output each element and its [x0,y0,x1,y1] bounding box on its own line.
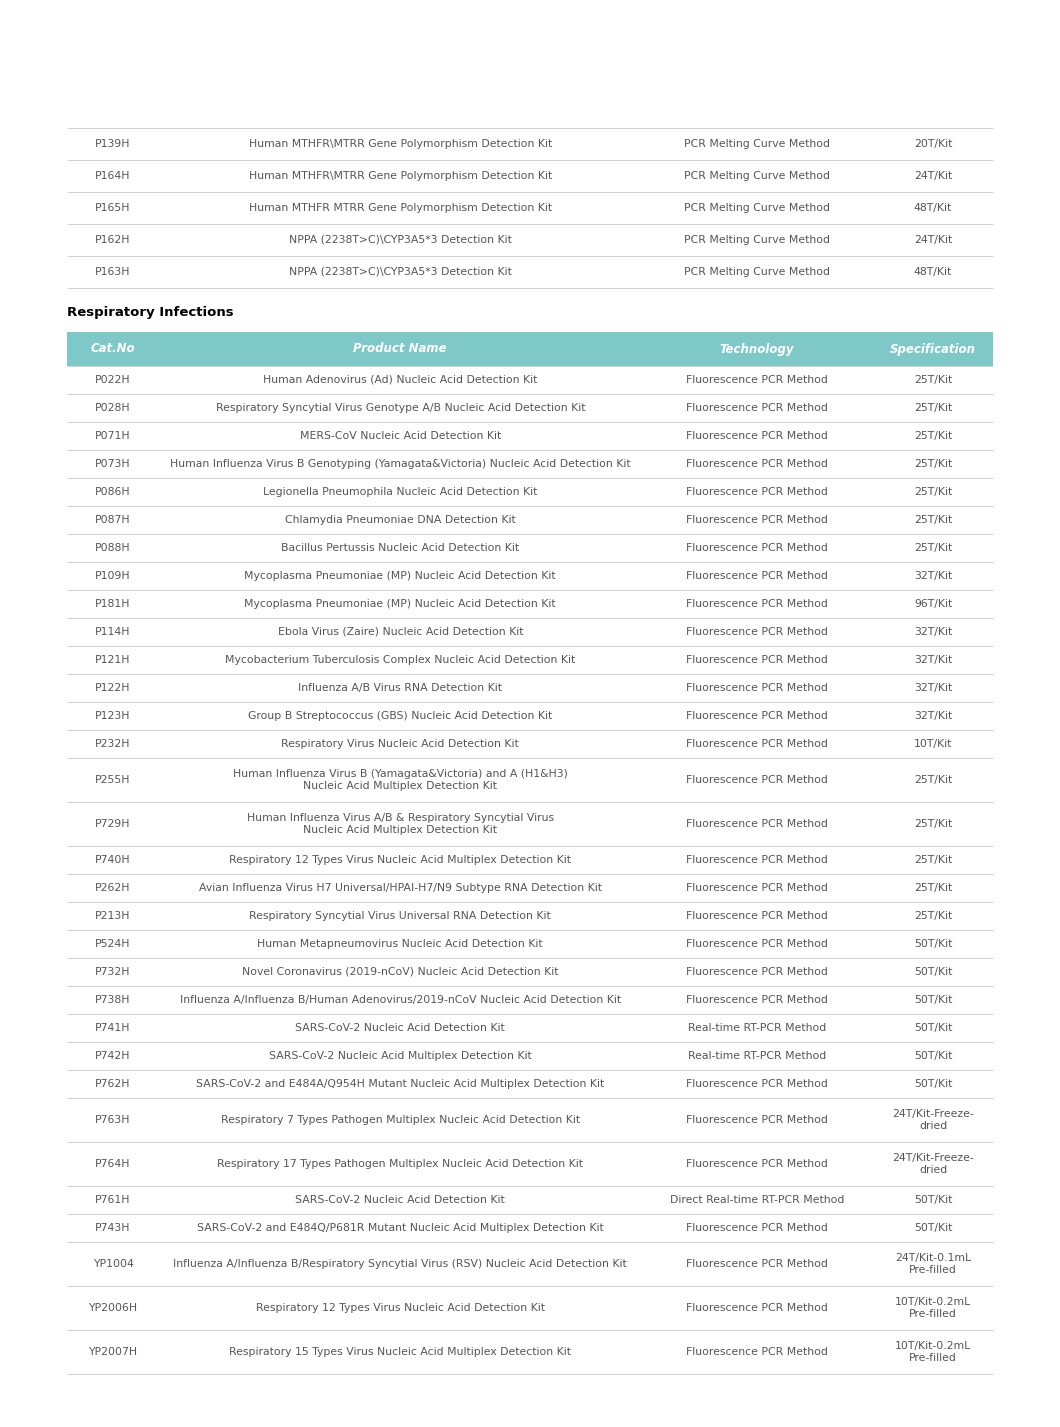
Text: Respiratory 15 Types Virus Nucleic Acid Multiplex Detection Kit: Respiratory 15 Types Virus Nucleic Acid … [229,1347,571,1357]
Text: 10T/Kit-0.2mL
Pre-filled: 10T/Kit-0.2mL Pre-filled [895,1297,971,1319]
Text: Fluorescence PCR Method: Fluorescence PCR Method [686,995,828,1005]
Text: 25T/Kit: 25T/Kit [914,855,952,865]
Text: Mycoplasma Pneumoniae (MP) Nucleic Acid Detection Kit: Mycoplasma Pneumoniae (MP) Nucleic Acid … [245,571,556,581]
Text: SARS-CoV-2 and E484Q/P681R Mutant Nucleic Acid Multiplex Detection Kit: SARS-CoV-2 and E484Q/P681R Mutant Nuclei… [197,1223,604,1233]
Text: P729H: P729H [95,819,130,829]
Text: Fluorescence PCR Method: Fluorescence PCR Method [686,431,828,441]
Text: P732H: P732H [95,968,130,977]
Text: Respiratory 12 Types Virus Nucleic Acid Detection Kit: Respiratory 12 Types Virus Nucleic Acid … [255,1303,545,1313]
Text: 25T/Kit: 25T/Kit [914,487,952,497]
Text: 25T/Kit: 25T/Kit [914,775,952,785]
Text: SARS-CoV-2 Nucleic Acid Detection Kit: SARS-CoV-2 Nucleic Acid Detection Kit [296,1023,506,1033]
Text: Direct Real-time RT-PCR Method: Direct Real-time RT-PCR Method [670,1194,844,1204]
Text: Product Name: Product Name [353,342,447,355]
Text: PCR Melting Curve Method: PCR Melting Curve Method [684,267,830,277]
Text: Fluorescence PCR Method: Fluorescence PCR Method [686,1259,828,1269]
Text: 25T/Kit: 25T/Kit [914,515,952,525]
Text: YP2007H: YP2007H [89,1347,138,1357]
Text: YP2006H: YP2006H [89,1303,138,1313]
Text: Fluorescence PCR Method: Fluorescence PCR Method [686,599,828,609]
Text: P165H: P165H [95,203,130,213]
Text: 32T/Kit: 32T/Kit [914,655,952,665]
Text: 50T/Kit: 50T/Kit [914,1223,952,1233]
Text: Fluorescence PCR Method: Fluorescence PCR Method [686,883,828,893]
Text: Fluorescence PCR Method: Fluorescence PCR Method [686,775,828,785]
Text: YP1004: YP1004 [92,1259,134,1269]
Text: Respiratory 7 Types Pathogen Multiplex Nucleic Acid Detection Kit: Respiratory 7 Types Pathogen Multiplex N… [220,1114,580,1124]
Text: P738H: P738H [95,995,130,1005]
Text: P028H: P028H [95,402,131,412]
Text: Mycoplasma Pneumoniae (MP) Nucleic Acid Detection Kit: Mycoplasma Pneumoniae (MP) Nucleic Acid … [245,599,556,609]
Text: P742H: P742H [95,1052,130,1062]
Text: 25T/Kit: 25T/Kit [914,544,952,554]
Text: Bacillus Pertussis Nucleic Acid Detection Kit: Bacillus Pertussis Nucleic Acid Detectio… [281,544,519,554]
Text: SARS-CoV-2 and E484A/Q954H Mutant Nucleic Acid Multiplex Detection Kit: SARS-CoV-2 and E484A/Q954H Mutant Nuclei… [196,1079,604,1089]
Text: P213H: P213H [95,910,130,920]
Text: 32T/Kit: 32T/Kit [914,571,952,581]
Text: Human MTHFR MTRR Gene Polymorphism Detection Kit: Human MTHFR MTRR Gene Polymorphism Detec… [249,203,552,213]
Bar [67,332,993,365]
Text: Fluorescence PCR Method: Fluorescence PCR Method [686,684,828,694]
Text: Fluorescence PCR Method: Fluorescence PCR Method [686,739,828,749]
Text: Real-time RT-PCR Method: Real-time RT-PCR Method [688,1052,826,1062]
Text: Influenza A/B Virus RNA Detection Kit: Influenza A/B Virus RNA Detection Kit [298,684,502,694]
Text: P524H: P524H [95,939,130,949]
Text: Human Influenza Virus B Genotyping (Yamagata&Victoria) Nucleic Acid Detection Ki: Human Influenza Virus B Genotyping (Yama… [170,459,631,469]
Text: PCR Melting Curve Method: PCR Melting Curve Method [684,203,830,213]
Text: Fluorescence PCR Method: Fluorescence PCR Method [686,626,828,636]
Text: SARS-CoV-2 Nucleic Acid Detection Kit: SARS-CoV-2 Nucleic Acid Detection Kit [296,1194,506,1204]
Text: Fluorescence PCR Method: Fluorescence PCR Method [686,1303,828,1313]
Text: Fluorescence PCR Method: Fluorescence PCR Method [686,855,828,865]
Text: Human Influenza Virus B (Yamagata&Victoria) and A (H1&H3)
Nucleic Acid Multiplex: Human Influenza Virus B (Yamagata&Victor… [233,769,568,791]
Text: Fluorescence PCR Method: Fluorescence PCR Method [686,968,828,977]
Text: P232H: P232H [95,739,130,749]
Text: 25T/Kit: 25T/Kit [914,402,952,412]
Text: P181H: P181H [95,599,130,609]
Text: Fluorescence PCR Method: Fluorescence PCR Method [686,459,828,469]
Text: Fluorescence PCR Method: Fluorescence PCR Method [686,1159,828,1169]
Text: NPPA (2238T>C)\CYP3A5*3 Detection Kit: NPPA (2238T>C)\CYP3A5*3 Detection Kit [289,235,512,245]
Text: Fluorescence PCR Method: Fluorescence PCR Method [686,487,828,497]
Text: 50T/Kit: 50T/Kit [914,1052,952,1062]
Text: 10T/Kit-0.2mL
Pre-filled: 10T/Kit-0.2mL Pre-filled [895,1341,971,1363]
Text: Group B Streptococcus (GBS) Nucleic Acid Detection Kit: Group B Streptococcus (GBS) Nucleic Acid… [248,711,552,721]
Text: Fluorescence PCR Method: Fluorescence PCR Method [686,1223,828,1233]
Text: P255H: P255H [95,775,130,785]
Text: SARS-CoV-2 Nucleic Acid Multiplex Detection Kit: SARS-CoV-2 Nucleic Acid Multiplex Detect… [269,1052,532,1062]
Text: Mycobacterium Tuberculosis Complex Nucleic Acid Detection Kit: Mycobacterium Tuberculosis Complex Nucle… [225,655,576,665]
Text: Fluorescence PCR Method: Fluorescence PCR Method [686,655,828,665]
Text: Fluorescence PCR Method: Fluorescence PCR Method [686,402,828,412]
Text: 50T/Kit: 50T/Kit [914,1194,952,1204]
Text: PCR Melting Curve Method: PCR Melting Curve Method [684,138,830,148]
Text: P086H: P086H [95,487,131,497]
Text: Fluorescence PCR Method: Fluorescence PCR Method [686,375,828,385]
Text: 50T/Kit: 50T/Kit [914,1023,952,1033]
Text: Fluorescence PCR Method: Fluorescence PCR Method [686,819,828,829]
Text: P763H: P763H [95,1114,130,1124]
Text: P163H: P163H [95,267,130,277]
Text: P761H: P761H [95,1194,130,1204]
Text: P123H: P123H [95,711,130,721]
Text: Respiratory Infections: Respiratory Infections [67,305,233,320]
Text: 25T/Kit: 25T/Kit [914,910,952,920]
Text: Technology: Technology [720,342,794,355]
Text: P740H: P740H [95,855,131,865]
Text: Fluorescence PCR Method: Fluorescence PCR Method [686,544,828,554]
Text: Fluorescence PCR Method: Fluorescence PCR Method [686,711,828,721]
Text: Influenza A/Influenza B/Respiratory Syncytial Virus (RSV) Nucleic Acid Detection: Influenza A/Influenza B/Respiratory Sync… [174,1259,628,1269]
Text: Respiratory 12 Types Virus Nucleic Acid Multiplex Detection Kit: Respiratory 12 Types Virus Nucleic Acid … [229,855,571,865]
Text: Specification: Specification [890,342,976,355]
Text: Influenza A/Influenza B/Human Adenovirus/2019-nCoV Nucleic Acid Detection Kit: Influenza A/Influenza B/Human Adenovirus… [180,995,621,1005]
Text: 48T/Kit: 48T/Kit [914,267,952,277]
Text: Human MTHFR\MTRR Gene Polymorphism Detection Kit: Human MTHFR\MTRR Gene Polymorphism Detec… [249,171,552,181]
Text: Novel Coronavirus (2019-nCoV) Nucleic Acid Detection Kit: Novel Coronavirus (2019-nCoV) Nucleic Ac… [242,968,559,977]
Text: 25T/Kit: 25T/Kit [914,431,952,441]
Text: MERS-CoV Nucleic Acid Detection Kit: MERS-CoV Nucleic Acid Detection Kit [300,431,501,441]
Text: Real-time RT-PCR Method: Real-time RT-PCR Method [688,1023,826,1033]
Text: Fluorescence PCR Method: Fluorescence PCR Method [686,1079,828,1089]
Text: 32T/Kit: 32T/Kit [914,626,952,636]
Text: Respiratory 17 Types Pathogen Multiplex Nucleic Acid Detection Kit: Respiratory 17 Types Pathogen Multiplex … [217,1159,583,1169]
Text: 50T/Kit: 50T/Kit [914,968,952,977]
Text: Respiratory Syncytial Virus Genotype A/B Nucleic Acid Detection Kit: Respiratory Syncytial Virus Genotype A/B… [215,402,585,412]
Text: 32T/Kit: 32T/Kit [914,684,952,694]
